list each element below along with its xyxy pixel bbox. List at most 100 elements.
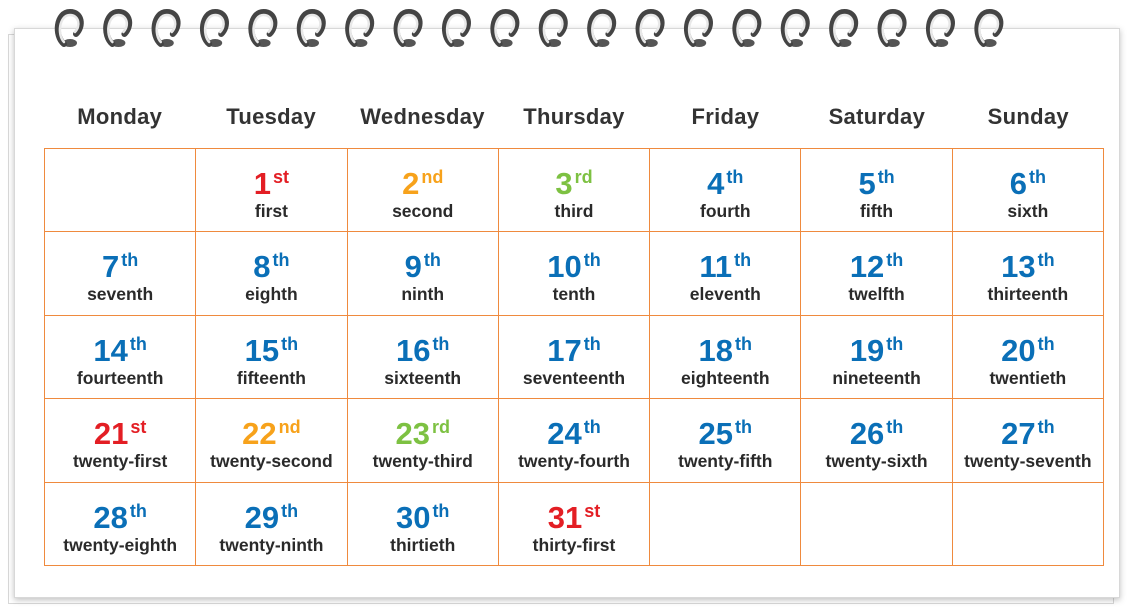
ordinal-word: eighth	[245, 284, 298, 305]
ordinal-suffix: th	[886, 417, 904, 438]
ordinal-suffix: th	[583, 333, 601, 354]
ordinal-suffix: th	[281, 333, 299, 354]
number: 15	[244, 332, 280, 368]
ordinal-word: sixth	[1007, 201, 1049, 221]
paper	[14, 28, 1120, 598]
ordinal-suffix: th	[121, 250, 139, 271]
ordinal-word: twenty-second	[210, 451, 333, 472]
number: 12	[849, 249, 885, 285]
ring	[829, 8, 859, 47]
weekday: Thursday	[523, 104, 625, 129]
number: 26	[849, 416, 885, 452]
ring	[200, 8, 229, 47]
ordinal-suffix: st	[130, 417, 147, 438]
ordinal-suffix: th	[272, 250, 290, 271]
ring	[393, 8, 423, 47]
ordinal-suffix: st	[273, 167, 290, 187]
ordinal-word: tenth	[552, 284, 596, 305]
ordinal-suffix: rd	[431, 417, 450, 438]
number: 18	[698, 332, 734, 368]
number: 7	[102, 249, 120, 285]
day-cell	[952, 482, 1104, 566]
ordinal-suffix: th	[129, 500, 147, 521]
number: 31	[547, 499, 583, 535]
ordinal-word: twenty-seventh	[964, 451, 1092, 472]
ordinal-suffix: th	[1037, 417, 1055, 438]
ring	[732, 8, 762, 47]
weekday: Saturday	[828, 104, 926, 129]
number: 23	[395, 416, 430, 452]
ordinal-word: twenty-first	[72, 451, 168, 472]
day-cell	[650, 482, 802, 566]
ordinal-suffix: st	[584, 500, 601, 521]
ordinal-suffix: th	[886, 250, 904, 271]
weekday: Wednesday	[360, 104, 485, 129]
ordinal-word: thirty-first	[532, 534, 616, 555]
ordinal-suffix: th	[735, 417, 753, 438]
ordinal-word: fifth	[860, 201, 894, 221]
number: 13	[1001, 249, 1036, 285]
ordinal-suffix: th	[726, 167, 744, 187]
ordinal-word: nineteenth	[832, 367, 921, 388]
number: 3	[555, 166, 573, 201]
ring	[442, 8, 471, 47]
ordinal-suffix: th	[583, 250, 601, 271]
ordinal-suffix: th	[432, 333, 450, 354]
ordinal-suffix: th	[1028, 167, 1046, 187]
number: 14	[93, 332, 128, 368]
ring	[926, 8, 955, 47]
ordinal-suffix: th	[886, 333, 904, 354]
ring	[151, 8, 181, 47]
number: 1	[253, 166, 272, 201]
ordinal-word: twenty-eighth	[63, 534, 178, 555]
ring	[296, 8, 326, 47]
ordinal-suffix: th	[281, 500, 299, 521]
ordinal-suffix: th	[432, 500, 450, 521]
ordinal-word: thirtieth	[390, 534, 456, 555]
ordinal-word: thirteenth	[987, 284, 1069, 305]
ordinal-word: fourteenth	[76, 367, 164, 388]
number: 30	[395, 499, 431, 535]
ordinal-word: twenty-fourth	[518, 451, 630, 472]
spiral-binding	[54, 8, 1004, 47]
ring	[538, 8, 568, 47]
ring	[877, 8, 907, 47]
number: 4	[707, 166, 725, 201]
number: 8	[253, 249, 271, 285]
ordinal-word: fifteenth	[236, 367, 306, 388]
ordinal-suffix: th	[1037, 333, 1055, 354]
number: 16	[395, 332, 431, 368]
number: 22	[242, 416, 277, 452]
ordinal-word: ninth	[401, 284, 445, 305]
number: 24	[547, 416, 582, 452]
